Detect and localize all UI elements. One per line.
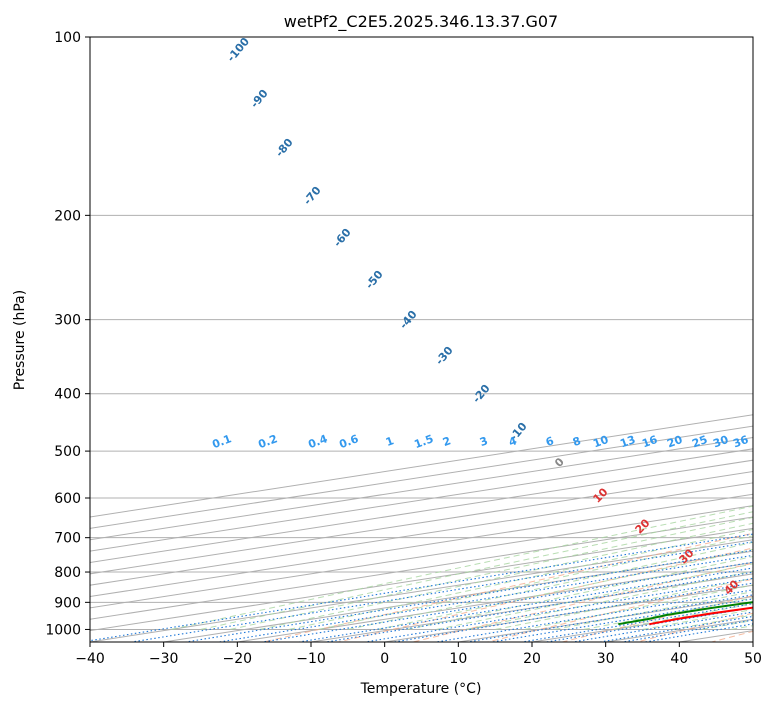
- chart-title: wetPf2_C2E5.2025.346.13.37.G07: [284, 12, 558, 32]
- y-tick-label: 500: [54, 444, 81, 460]
- moist-adiabat-line: [465, 570, 753, 630]
- mixing-ratio-label: 36: [731, 433, 750, 451]
- x-tick-label: 0: [380, 651, 389, 667]
- mixing-ratio-label: 13: [618, 433, 637, 450]
- mixing-ratio-label: 0.6: [337, 432, 360, 451]
- y-tick-label: 200: [54, 208, 81, 224]
- mixing-ratio-label: 0.2: [256, 432, 279, 451]
- y-tick-label: 900: [54, 595, 81, 611]
- mixing-ratio-label: 1: [384, 434, 396, 449]
- x-tick-label: −40: [75, 651, 105, 667]
- mixing-ratio-line: [185, 549, 753, 642]
- isotherm-line: [90, 493, 753, 598]
- y-tick-label: 1000: [45, 622, 81, 638]
- moist-adiabat-line: [407, 555, 753, 630]
- mixing-ratio-label: 6: [544, 434, 556, 449]
- axis-ticks-layer: −40 −30 −20 −10 0 10 20 30 40 5010020030040050060…: [45, 30, 762, 667]
- isotherm-line: [90, 516, 753, 620]
- isotherm-line: [90, 482, 753, 586]
- mixing-ratio-label: 25: [690, 433, 709, 450]
- mixing-ratio-line: [299, 567, 753, 642]
- mixing-ratio-label: 0.4: [306, 432, 329, 451]
- y-tick-label: 700: [54, 531, 81, 547]
- x-tick-label: 50: [744, 651, 762, 667]
- y-axis-label: Pressure (hPa): [12, 290, 28, 390]
- mixing-ratio-label: 20: [665, 433, 684, 451]
- mixing-ratio-label: 4: [507, 434, 519, 449]
- mixing-ratio-line: [492, 598, 753, 642]
- mixing-ratio-line: [436, 589, 753, 642]
- mixing-ratio-label: 8: [571, 434, 583, 449]
- mixing-ratio-line: [365, 577, 753, 642]
- x-axis-label: Temperature (°C): [360, 681, 482, 697]
- mixing-ratio-label: 2: [441, 434, 453, 449]
- dry-adiabat-line: [263, 532, 753, 642]
- isotherm-line: [90, 471, 753, 575]
- mixing-ratio-label: 1.5: [412, 432, 435, 451]
- mixing-ratio-label: 3: [478, 434, 490, 449]
- reference-lines-layer: [90, 505, 753, 642]
- grid-layer: [90, 37, 753, 642]
- x-tick-label: 30: [597, 651, 615, 667]
- moist-adiabat-line: [495, 577, 753, 630]
- x-tick-label: 20: [523, 651, 541, 667]
- mixing-ratio-label: 30: [711, 433, 730, 451]
- isotherm-line: [90, 448, 753, 552]
- y-tick-label: 800: [54, 565, 81, 581]
- y-tick-label: 300: [54, 313, 81, 329]
- mixing-ratio-line: [90, 533, 753, 642]
- y-tick-label: 400: [54, 387, 81, 403]
- mixing-ratio-line: [218, 554, 753, 642]
- x-tick-label: 10: [449, 651, 467, 667]
- y-tick-label: 600: [54, 491, 81, 507]
- mixing-ratio-label: 16: [640, 433, 659, 451]
- mixing-ratio-label: 0.1: [210, 432, 233, 451]
- moist-adiabat-line: [377, 548, 753, 630]
- plot-frame: [89, 36, 754, 643]
- x-tick-label: −30: [149, 651, 179, 667]
- x-tick-label: 40: [670, 651, 688, 667]
- x-tick-label: −10: [296, 651, 326, 667]
- x-tick-label: −20: [223, 651, 253, 667]
- isotherm-line: [90, 505, 753, 609]
- y-tick-label: 100: [54, 30, 81, 46]
- isotherm-line: [90, 539, 753, 642]
- isotherm-line: [90, 459, 753, 563]
- isotherm-line: [90, 527, 753, 632]
- mixing-ratio-label: 10: [591, 433, 610, 451]
